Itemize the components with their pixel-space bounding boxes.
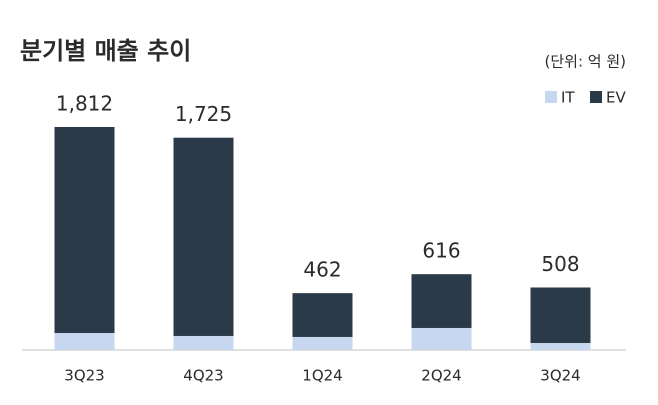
x-tick-label: 2Q24 <box>421 367 461 385</box>
bar-segment <box>292 336 353 350</box>
bar-segment <box>54 127 115 334</box>
bar-segment <box>530 287 591 343</box>
unit-label: (단위: 억 원) <box>545 53 627 71</box>
x-tick-label: 3Q23 <box>64 367 104 385</box>
bar-segment <box>173 335 234 350</box>
chart-title: 분기별 매출 추이 <box>20 37 191 65</box>
bar-segment <box>292 293 353 337</box>
total-label: 1,812 <box>56 92 113 116</box>
bar-segment <box>173 137 234 336</box>
bar-segment <box>411 327 472 350</box>
legend-label: EV <box>606 89 626 107</box>
legend-swatch <box>545 91 557 103</box>
total-label: 508 <box>541 252 579 276</box>
total-label: 1,725 <box>175 102 232 126</box>
total-label: 616 <box>422 239 460 263</box>
bar-segment <box>54 333 115 350</box>
bar-segment <box>530 342 591 350</box>
legend-swatch <box>590 91 602 103</box>
total-label: 462 <box>303 258 341 282</box>
x-tick-label: 1Q24 <box>302 367 342 385</box>
x-tick-label: 3Q24 <box>540 367 580 385</box>
bar-segment <box>411 274 472 328</box>
legend-label: IT <box>561 89 575 107</box>
x-tick-label: 4Q23 <box>183 367 223 385</box>
